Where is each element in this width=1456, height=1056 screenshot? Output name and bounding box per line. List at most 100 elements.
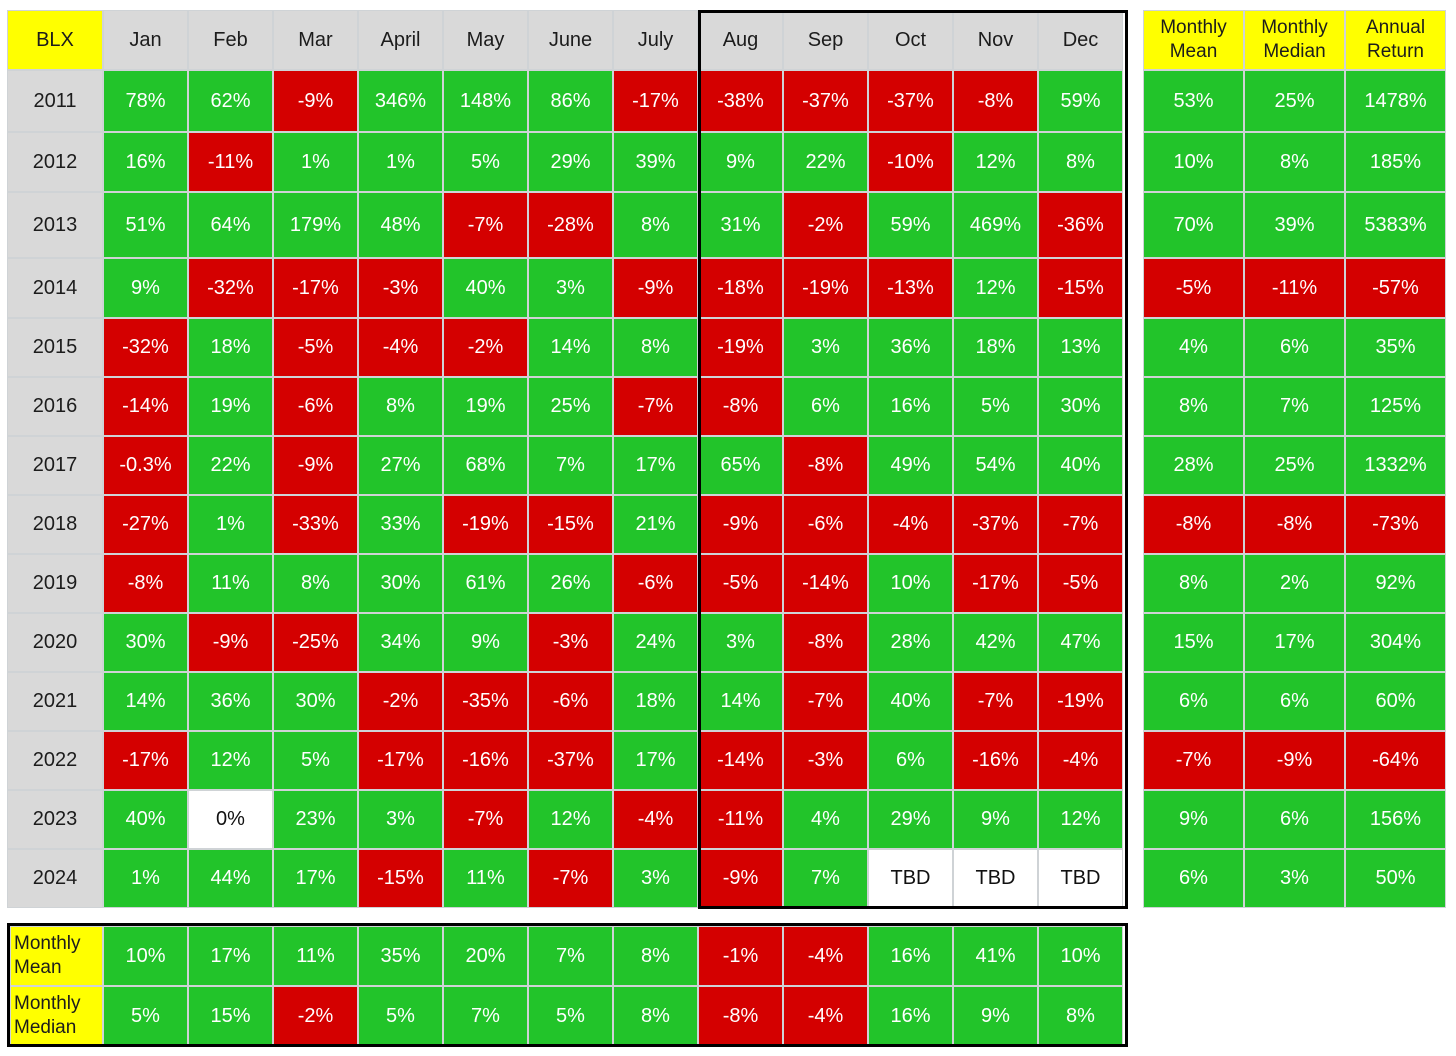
summary-header: Monthly Mean: [1143, 10, 1244, 70]
return-cell: 1%: [358, 132, 443, 192]
return-cell: 14%: [528, 318, 613, 377]
return-cell: 9%: [698, 132, 783, 192]
return-cell: 26%: [528, 554, 613, 613]
return-cell: -6%: [613, 554, 698, 613]
return-cell: -11%: [188, 132, 273, 192]
summary-cell: -5%: [1143, 258, 1244, 318]
return-cell: 31%: [698, 192, 783, 258]
return-cell: -37%: [783, 70, 868, 132]
return-cell: 5%: [953, 377, 1038, 436]
return-cell: -4%: [1038, 731, 1123, 790]
stat-cell: 8%: [613, 926, 698, 986]
summary-cell: 28%: [1143, 436, 1244, 495]
stat-cell: -2%: [273, 986, 358, 1046]
summary-cell: 50%: [1345, 849, 1446, 908]
return-cell: -2%: [783, 192, 868, 258]
return-cell: 27%: [358, 436, 443, 495]
return-cell: -15%: [358, 849, 443, 908]
return-cell: -16%: [443, 731, 528, 790]
year-label: 2020: [7, 613, 103, 672]
year-label: 2016: [7, 377, 103, 436]
return-cell: -16%: [953, 731, 1038, 790]
return-cell: 8%: [613, 192, 698, 258]
year-label: 2024: [7, 849, 103, 908]
return-cell: -38%: [698, 70, 783, 132]
return-cell: -4%: [868, 495, 953, 554]
summary-cell: -9%: [1244, 731, 1345, 790]
return-cell: -19%: [443, 495, 528, 554]
return-cell: 5%: [443, 132, 528, 192]
return-cell: -7%: [613, 377, 698, 436]
return-cell: -35%: [443, 672, 528, 731]
return-cell: 64%: [188, 192, 273, 258]
summary-cell: 39%: [1244, 192, 1345, 258]
return-cell: 49%: [868, 436, 953, 495]
return-cell: 1%: [273, 132, 358, 192]
return-cell: 62%: [188, 70, 273, 132]
year-label: 2012: [7, 132, 103, 192]
stat-cell: 20%: [443, 926, 528, 986]
return-cell: -19%: [1038, 672, 1123, 731]
return-cell: TBD: [868, 849, 953, 908]
stat-cell: -4%: [783, 926, 868, 986]
return-cell: 10%: [868, 554, 953, 613]
return-cell: -4%: [358, 318, 443, 377]
return-cell: -14%: [103, 377, 188, 436]
return-cell: 9%: [443, 613, 528, 672]
stat-cell: 8%: [1038, 986, 1123, 1046]
stat-cell: 8%: [613, 986, 698, 1046]
return-cell: 18%: [953, 318, 1038, 377]
return-cell: -8%: [953, 70, 1038, 132]
return-cell: 7%: [783, 849, 868, 908]
month-header: Nov: [953, 10, 1038, 70]
return-cell: 0%: [188, 790, 273, 849]
return-cell: -9%: [698, 495, 783, 554]
month-header: Dec: [1038, 10, 1123, 70]
month-header: Mar: [273, 10, 358, 70]
return-cell: 28%: [868, 613, 953, 672]
summary-cell: 10%: [1143, 132, 1244, 192]
return-cell: -17%: [613, 70, 698, 132]
return-cell: 14%: [698, 672, 783, 731]
return-cell: 3%: [698, 613, 783, 672]
stat-cell: 41%: [953, 926, 1038, 986]
monthly-returns-table: BLX Jan Feb Mar April May June July Aug Sep Oct Nov…: [7, 10, 1123, 908]
summary-header: Monthly Median: [1244, 10, 1345, 70]
month-header: Feb: [188, 10, 273, 70]
stat-cell: 9%: [953, 986, 1038, 1046]
return-cell: -28%: [528, 192, 613, 258]
summary-cell: 8%: [1143, 554, 1244, 613]
return-cell: -8%: [783, 613, 868, 672]
return-cell: -9%: [188, 613, 273, 672]
year-label: 2015: [7, 318, 103, 377]
return-cell: -14%: [783, 554, 868, 613]
return-cell: 22%: [188, 436, 273, 495]
return-cell: 6%: [868, 731, 953, 790]
month-header: July: [613, 10, 698, 70]
return-cell: 17%: [613, 731, 698, 790]
return-cell: 8%: [358, 377, 443, 436]
return-cell: 40%: [443, 258, 528, 318]
return-cell: 23%: [273, 790, 358, 849]
summary-cell: 15%: [1143, 613, 1244, 672]
stat-cell: 16%: [868, 986, 953, 1046]
summary-cell: 1478%: [1345, 70, 1446, 132]
return-cell: 3%: [783, 318, 868, 377]
return-cell: 3%: [613, 849, 698, 908]
return-cell: 11%: [443, 849, 528, 908]
return-cell: -5%: [698, 554, 783, 613]
stat-label: Monthly Mean: [10, 926, 103, 986]
return-cell: 1%: [103, 849, 188, 908]
stat-cell: 5%: [358, 986, 443, 1046]
return-cell: 30%: [1038, 377, 1123, 436]
return-cell: -17%: [358, 731, 443, 790]
return-cell: -7%: [783, 672, 868, 731]
month-header: Oct: [868, 10, 953, 70]
return-cell: -7%: [443, 790, 528, 849]
return-cell: 22%: [783, 132, 868, 192]
summary-cell: 2%: [1244, 554, 1345, 613]
return-cell: -8%: [103, 554, 188, 613]
return-cell: 61%: [443, 554, 528, 613]
return-cell: -13%: [868, 258, 953, 318]
summary-table: Monthly Mean Monthly Median Annual Return 53% 2…: [1143, 10, 1446, 908]
